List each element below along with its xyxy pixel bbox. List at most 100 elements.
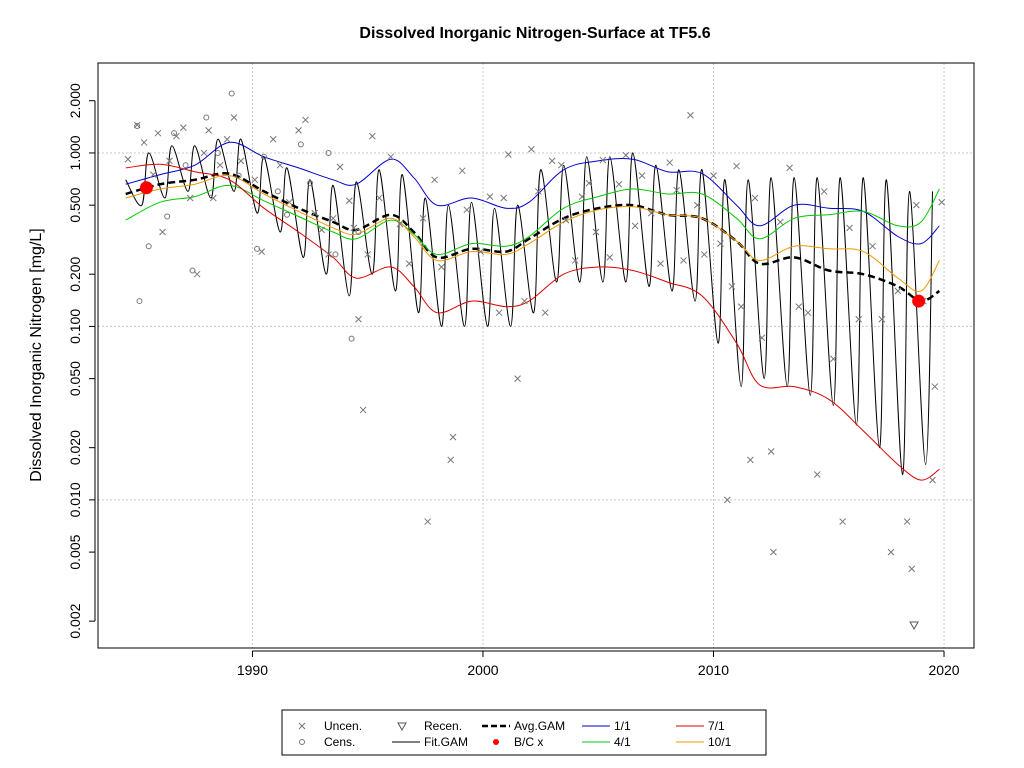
censored-point <box>355 229 362 236</box>
y-tick-label: 0.050 <box>67 361 83 396</box>
uncensored-point <box>209 194 217 202</box>
uncensored-point <box>285 198 293 206</box>
uncensored-point <box>541 309 549 317</box>
uncensored-point <box>179 124 187 131</box>
uncensored-point <box>728 283 736 290</box>
uncensored-point <box>154 129 162 137</box>
legend-box <box>281 709 767 756</box>
legend-item: Uncen. <box>298 719 362 733</box>
censored-point <box>182 162 189 169</box>
uncensored-point <box>311 209 319 217</box>
uncensored-point <box>710 172 717 179</box>
censored-point <box>260 153 267 160</box>
uncensored-point <box>140 139 148 146</box>
legend-label: 7/1 <box>708 719 725 733</box>
series-layer <box>125 138 941 481</box>
y-axis-label: Dissolved Inorganic Nitrogen [mg/L] <box>28 228 45 481</box>
uncensored-point <box>747 456 754 464</box>
censored-point <box>134 122 141 129</box>
uncensored-point <box>723 496 731 504</box>
x-tick-label: 2020 <box>928 662 959 678</box>
uncensored-point <box>562 216 570 224</box>
uncensored-point <box>486 193 494 200</box>
y-tick-label: 0.020 <box>67 430 83 465</box>
uncensored-point <box>504 151 512 158</box>
y-tick-label: 0.005 <box>67 534 83 569</box>
legend-item: Fit.GAM <box>392 735 468 749</box>
points-layer <box>124 90 946 631</box>
uncensored-point <box>166 157 173 165</box>
uncensored-point <box>666 159 674 166</box>
uncensored-point <box>887 548 895 556</box>
series-10-1-line <box>125 174 940 293</box>
uncensored-point <box>350 224 358 232</box>
uncensored-point <box>869 242 876 250</box>
y-tick-label: 0.002 <box>67 603 83 638</box>
uncensored-point <box>325 251 332 258</box>
censored-point <box>297 141 304 148</box>
uncensored-point <box>500 194 508 202</box>
y-tick-label: 2.000 <box>67 83 83 118</box>
legend-label: Fit.GAM <box>424 735 468 749</box>
y-tick-label: 1.000 <box>67 135 83 170</box>
uncensored-point <box>751 194 759 202</box>
uncensored-point <box>813 471 821 478</box>
uncensored-point <box>938 198 946 206</box>
uncensored-point <box>495 309 503 317</box>
grid-lines <box>98 63 974 648</box>
uncensored-point <box>534 188 542 195</box>
uncensored-point <box>276 161 284 169</box>
uncensored-point <box>387 153 395 161</box>
censored-point <box>228 90 235 97</box>
censored-point <box>189 267 196 274</box>
uncensored-point <box>846 224 853 232</box>
censored-point <box>235 172 242 179</box>
censored-point <box>164 213 171 220</box>
uncensored-point <box>449 433 457 441</box>
uncensored-point <box>638 172 646 179</box>
y-tick-label: 0.010 <box>67 482 83 517</box>
uncensored-point <box>295 126 302 134</box>
uncensored-point <box>767 448 775 455</box>
uncensored-point <box>687 111 694 119</box>
uncensored-point <box>186 194 194 202</box>
uncensored-point <box>673 186 680 194</box>
censored-point <box>171 130 178 137</box>
uncensored-point <box>193 270 201 278</box>
uncensored-point <box>200 149 208 157</box>
x-tick-label: 2010 <box>698 662 729 678</box>
censored-point <box>307 180 314 187</box>
uncensored-point <box>521 297 528 305</box>
uncensored-point <box>359 406 367 414</box>
uncensored-point <box>733 162 740 170</box>
uncensored-point <box>606 254 614 261</box>
legend-circle-icon <box>299 739 305 745</box>
legend-label: 10/1 <box>708 735 732 749</box>
uncensored-point <box>777 218 784 226</box>
plot-frame <box>97 62 975 649</box>
legend-dot-icon <box>493 739 499 745</box>
legend-item: 7/1 <box>676 719 725 733</box>
legend-item: 4/1 <box>582 735 631 749</box>
uncensored-point <box>770 548 777 556</box>
censored-point <box>136 298 143 305</box>
censored-point <box>274 188 281 195</box>
uncensored-point <box>558 161 565 169</box>
uncensored-point <box>424 518 432 525</box>
fit-gam-line <box>125 138 933 476</box>
bc-point <box>912 294 926 308</box>
uncensored-point <box>830 355 837 363</box>
uncensored-point <box>419 214 427 222</box>
bc-point <box>139 181 153 195</box>
uncensored-point <box>375 194 383 202</box>
uncensored-point <box>700 251 708 258</box>
censored-point <box>284 211 291 218</box>
uncensored-point <box>230 114 238 121</box>
legend-label: 4/1 <box>614 735 631 749</box>
censored-point <box>254 245 261 252</box>
uncensored-point <box>795 303 803 311</box>
uncensored-point <box>908 565 916 573</box>
uncensored-point <box>405 260 413 268</box>
uncensored-point <box>786 164 793 172</box>
uncensored-point <box>368 132 376 140</box>
